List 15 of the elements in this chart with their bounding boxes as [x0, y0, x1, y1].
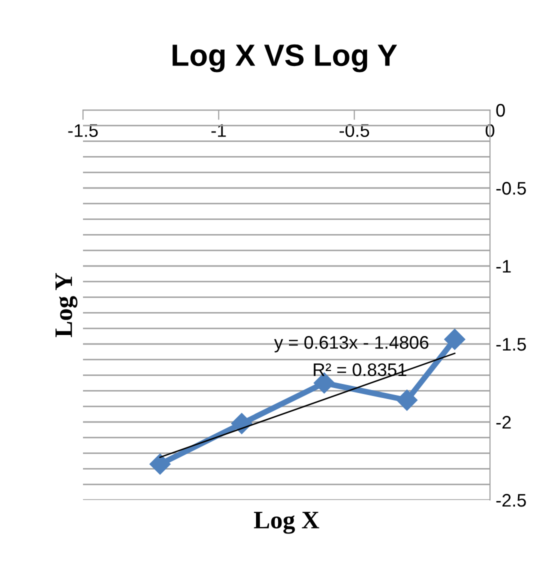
- chart-title: Log X VS Log Y: [172, 44, 398, 72]
- y-tick-label: -1.5: [496, 338, 526, 351]
- y-axis-title: Log Y: [56, 272, 78, 338]
- y-tick-label: 0: [496, 104, 505, 117]
- y-tick-label: -2: [496, 416, 511, 429]
- annotation: R² = 0.8351: [314, 363, 406, 376]
- point: [150, 454, 171, 475]
- y-tick-label: -0.5: [496, 182, 526, 195]
- y-tick-label: -2.5: [496, 494, 526, 507]
- x-axis-title: Log X: [254, 512, 320, 534]
- point: [396, 390, 418, 411]
- annotation: y = 0.613x - 1.4806: [274, 336, 428, 352]
- point: [231, 413, 252, 434]
- y-tick-label: -1: [496, 260, 511, 273]
- point: [444, 328, 466, 350]
